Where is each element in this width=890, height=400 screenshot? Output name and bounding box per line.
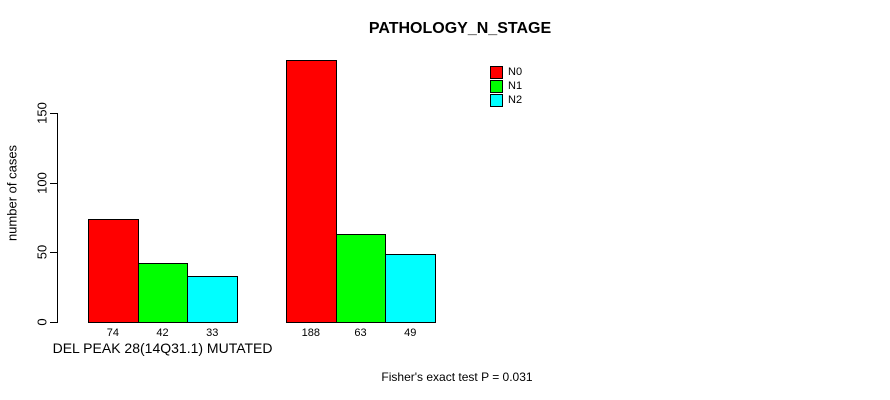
bar-N1-group1 [137,263,189,323]
y-tick-label: 0 [34,318,50,326]
legend-item: N2 [490,94,522,107]
legend-label: N2 [508,94,523,106]
y-axis-label: number of cases [4,144,20,242]
y-tick-label: 150 [34,102,50,124]
y-axis-tick [50,113,57,114]
legend: N0 N1 N2 [490,66,522,108]
legend-label: N1 [508,80,523,92]
bar-value-label: 63 [354,327,367,339]
y-axis-line [57,113,58,323]
legend-swatch-N1 [490,80,503,93]
legend-item: N0 [490,66,522,79]
bar-value-label: 49 [404,327,417,339]
legend-swatch-N2 [490,94,503,107]
y-axis-tick [50,322,57,323]
legend-swatch-N0 [490,66,503,79]
y-tick-label: 50 [34,245,50,260]
y-axis-tick [50,252,57,254]
fisher-test-annotation: Fisher's exact test P = 0.031 [381,370,533,384]
bar-N1-group2 [335,234,387,323]
legend-label: N0 [508,66,523,78]
bar-value-label: 33 [206,327,219,339]
bar-N0-group1 [88,218,139,323]
bar-N0-group2 [286,60,337,323]
bar-N2-group1 [187,276,239,323]
y-tick-label: 100 [34,171,50,194]
y-axis-tick [50,182,57,184]
bar-value-label: 42 [156,327,169,339]
x-group-label: DEL PEAK 28(14Q31.1) MUTATED [52,340,273,356]
chart-title: PATHOLOGY_N_STAGE [368,20,552,37]
bar-value-label: 74 [106,327,119,339]
legend-item: N1 [490,80,522,93]
bar-N2-group2 [385,253,437,323]
bar-value-label: 188 [301,327,321,339]
